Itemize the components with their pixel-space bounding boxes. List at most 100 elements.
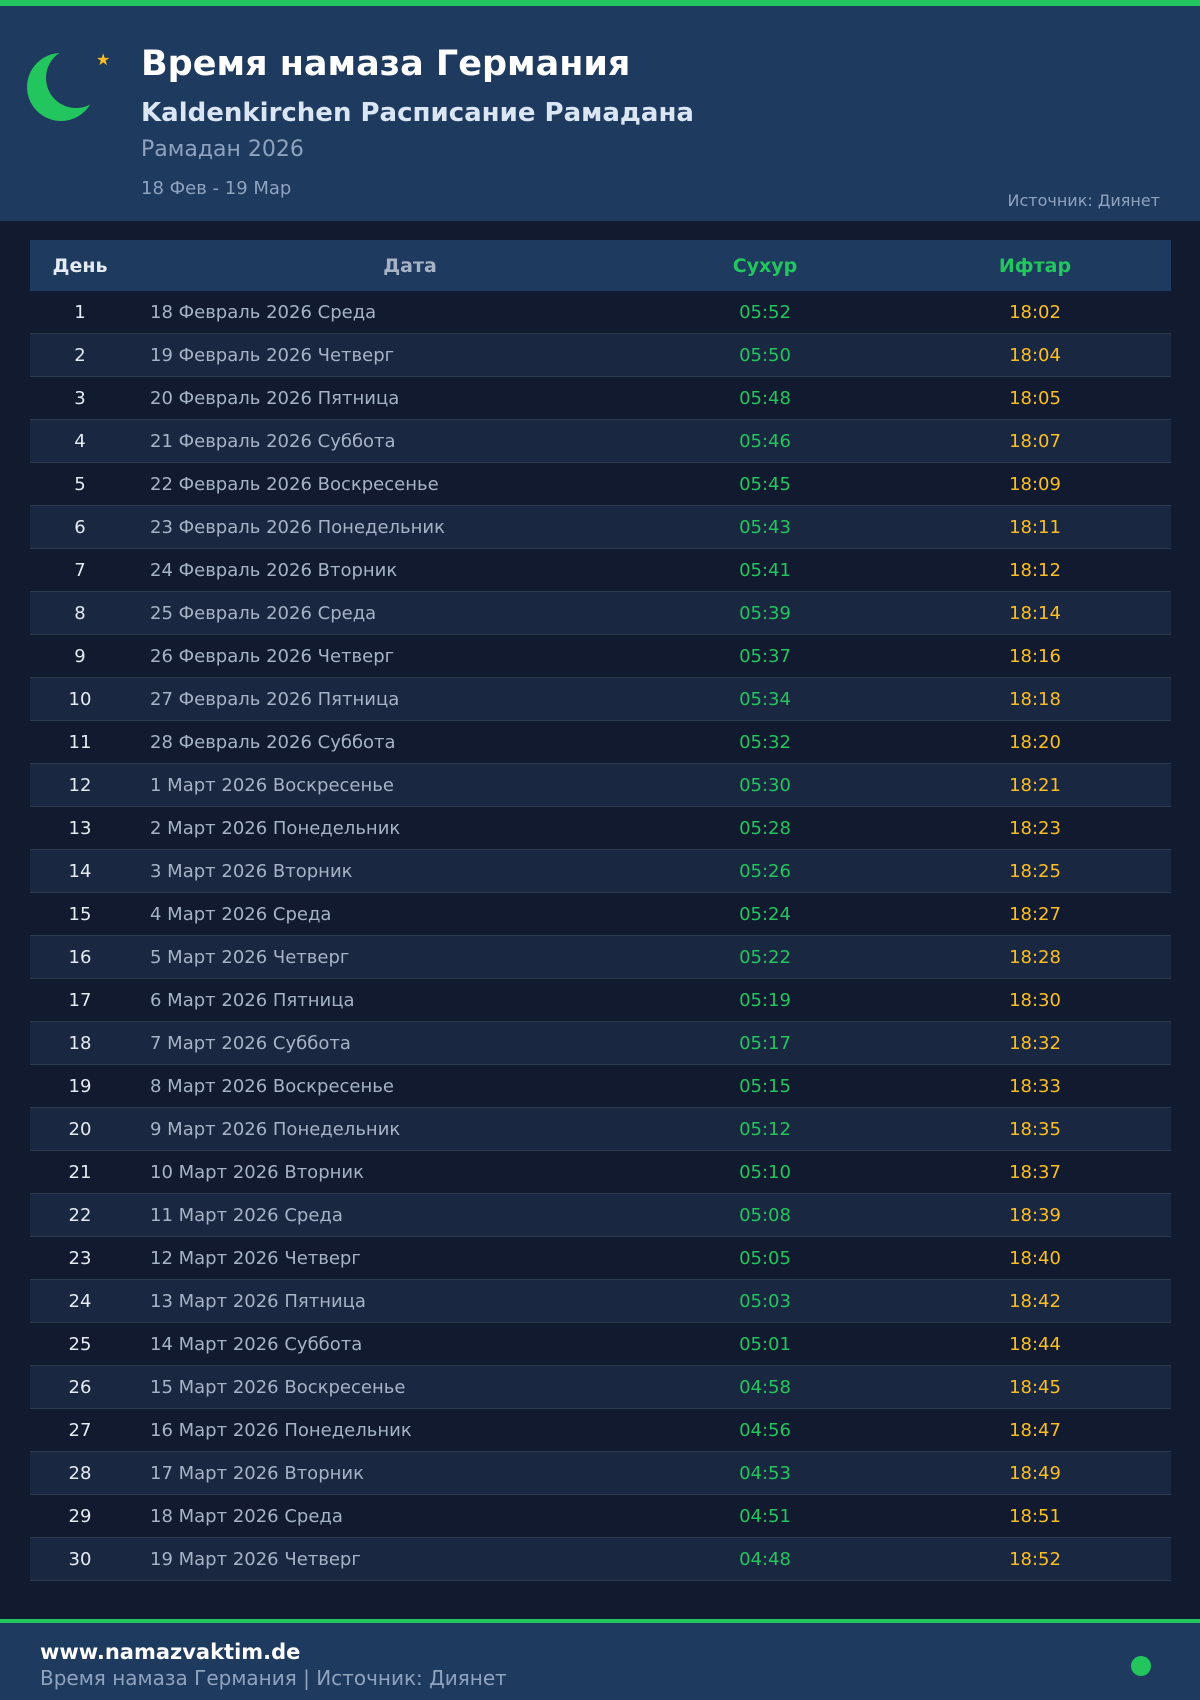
page-footer: www.namazvaktim.de Время намаза Германия…	[0, 1623, 1200, 1700]
suhur-cell: 05:26	[739, 860, 791, 882]
date-cell: 18 Март 2026 Среда	[150, 1505, 343, 1527]
day-cell: 16	[68, 946, 92, 968]
footer-site[interactable]: www.namazvaktim.de	[40, 1640, 301, 1664]
day-cell: 28	[68, 1462, 92, 1484]
suhur-cell: 05:34	[739, 688, 791, 710]
date-cell: 17 Март 2026 Вторник	[150, 1462, 364, 1484]
page-title: Время намаза Германия	[141, 44, 631, 84]
ramadan-table: День Дата Сухур Ифтар 1 18 Февраль 2026 С…	[30, 240, 1171, 1581]
column-date: Дата	[383, 254, 437, 277]
day-cell: 25	[68, 1333, 92, 1355]
date-cell: 9 Март 2026 Понедельник	[150, 1118, 401, 1140]
day-cell: 27	[68, 1419, 92, 1441]
date-cell: 1 Март 2026 Воскресенье	[150, 774, 394, 796]
iftar-cell: 18:16	[1009, 645, 1061, 667]
suhur-cell: 05:48	[739, 387, 791, 409]
day-cell: 18	[68, 1032, 92, 1054]
table-row: 23 12 Март 2026 Четверг 05:05 18:40	[30, 1237, 1171, 1280]
day-cell: 7	[74, 559, 86, 581]
table-row: 6 23 Февраль 2026 Понедельник 05:43 18:11	[30, 506, 1171, 549]
iftar-cell: 18:40	[1009, 1247, 1061, 1269]
suhur-cell: 05:19	[739, 989, 791, 1011]
day-cell: 29	[68, 1505, 92, 1527]
table-row: 4 21 Февраль 2026 Суббота 05:46 18:07	[30, 420, 1171, 463]
suhur-cell: 05:32	[739, 731, 791, 753]
suhur-cell: 05:05	[739, 1247, 791, 1269]
table-row: 28 17 Март 2026 Вторник 04:53 18:49	[30, 1452, 1171, 1495]
date-cell: 13 Март 2026 Пятница	[150, 1290, 366, 1312]
iftar-cell: 18:44	[1009, 1333, 1061, 1355]
suhur-cell: 05:24	[739, 903, 791, 925]
table-row: 5 22 Февраль 2026 Воскресенье 05:45 18:09	[30, 463, 1171, 506]
day-cell: 14	[68, 860, 92, 882]
iftar-cell: 18:07	[1009, 430, 1061, 452]
date-cell: 23 Февраль 2026 Понедельник	[150, 516, 445, 538]
date-cell: 5 Март 2026 Четверг	[150, 946, 350, 968]
date-cell: 12 Март 2026 Четверг	[150, 1247, 361, 1269]
suhur-cell: 05:15	[739, 1075, 791, 1097]
day-cell: 30	[68, 1548, 92, 1570]
table-row: 9 26 Февраль 2026 Четверг 05:37 18:16	[30, 635, 1171, 678]
column-iftar: Ифтар	[998, 254, 1072, 277]
suhur-cell: 05:50	[739, 344, 791, 366]
table-row: 10 27 Февраль 2026 Пятница 05:34 18:18	[30, 678, 1171, 721]
iftar-cell: 18:28	[1009, 946, 1061, 968]
table-body: 1 18 Февраль 2026 Среда 05:52 18:02 2 19 Февр…	[30, 291, 1171, 1581]
date-cell: 28 Февраль 2026 Суббота	[150, 731, 396, 753]
suhur-cell: 05:10	[739, 1161, 791, 1183]
day-cell: 22	[68, 1204, 92, 1226]
table-row: 20 9 Март 2026 Понедельник 05:12 18:35	[30, 1108, 1171, 1151]
date-cell: 20 Февраль 2026 Пятница	[150, 387, 400, 409]
table-row: 22 11 Март 2026 Среда 05:08 18:39	[30, 1194, 1171, 1237]
suhur-cell: 05:37	[739, 645, 791, 667]
table-row: 7 24 Февраль 2026 Вторник 05:41 18:12	[30, 549, 1171, 592]
day-cell: 10	[68, 688, 92, 710]
day-cell: 2	[74, 344, 86, 366]
date-cell: 24 Февраль 2026 Вторник	[150, 559, 398, 581]
date-cell: 15 Март 2026 Воскресенье	[150, 1376, 406, 1398]
table-row: 2 19 Февраль 2026 Четверг 05:50 18:04	[30, 334, 1171, 377]
table-row: 16 5 Март 2026 Четверг 05:22 18:28	[30, 936, 1171, 979]
date-cell: 6 Март 2026 Пятница	[150, 989, 355, 1011]
suhur-cell: 04:51	[739, 1505, 791, 1527]
table-row: 3 20 Февраль 2026 Пятница 05:48 18:05	[30, 377, 1171, 420]
status-dot-icon	[1131, 1656, 1151, 1676]
iftar-cell: 18:04	[1009, 344, 1061, 366]
date-cell: 2 Март 2026 Понедельник	[150, 817, 401, 839]
iftar-cell: 18:02	[1009, 301, 1061, 323]
table-row: 17 6 Март 2026 Пятница 05:19 18:30	[30, 979, 1171, 1022]
iftar-cell: 18:33	[1009, 1075, 1061, 1097]
suhur-cell: 05:39	[739, 602, 791, 624]
day-cell: 6	[74, 516, 86, 538]
day-cell: 26	[68, 1376, 92, 1398]
suhur-cell: 04:48	[739, 1548, 791, 1570]
table-header: День Дата Сухур Ифтар	[30, 240, 1171, 291]
day-cell: 1	[74, 301, 86, 323]
table-row: 14 3 Март 2026 Вторник 05:26 18:25	[30, 850, 1171, 893]
day-cell: 12	[68, 774, 92, 796]
iftar-cell: 18:45	[1009, 1376, 1061, 1398]
table-row: 27 16 Март 2026 Понедельник 04:56 18:47	[30, 1409, 1171, 1452]
date-cell: 18 Февраль 2026 Среда	[150, 301, 377, 323]
table-row: 30 19 Март 2026 Четверг 04:48 18:52	[30, 1538, 1171, 1581]
iftar-cell: 18:11	[1009, 516, 1061, 538]
date-cell: 4 Март 2026 Среда	[150, 903, 332, 925]
iftar-cell: 18:52	[1009, 1548, 1061, 1570]
suhur-cell: 05:52	[739, 301, 791, 323]
table-row: 11 28 Февраль 2026 Суббота 05:32 18:20	[30, 721, 1171, 764]
date-cell: 27 Февраль 2026 Пятница	[150, 688, 400, 710]
day-cell: 20	[68, 1118, 92, 1140]
top-accent-bar	[0, 0, 1200, 6]
date-cell: 19 Февраль 2026 Четверг	[150, 344, 395, 366]
page-subtitle: Kaldenkirchen Расписание Рамадана	[141, 98, 694, 128]
iftar-cell: 18:25	[1009, 860, 1061, 882]
date-cell: 11 Март 2026 Среда	[150, 1204, 343, 1226]
iftar-cell: 18:18	[1009, 688, 1061, 710]
suhur-cell: 04:56	[739, 1419, 791, 1441]
table-row: 25 14 Март 2026 Суббота 05:01 18:44	[30, 1323, 1171, 1366]
table-row: 12 1 Март 2026 Воскресенье 05:30 18:21	[30, 764, 1171, 807]
day-cell: 5	[74, 473, 86, 495]
iftar-cell: 18:23	[1009, 817, 1061, 839]
iftar-cell: 18:49	[1009, 1462, 1061, 1484]
day-cell: 13	[68, 817, 92, 839]
